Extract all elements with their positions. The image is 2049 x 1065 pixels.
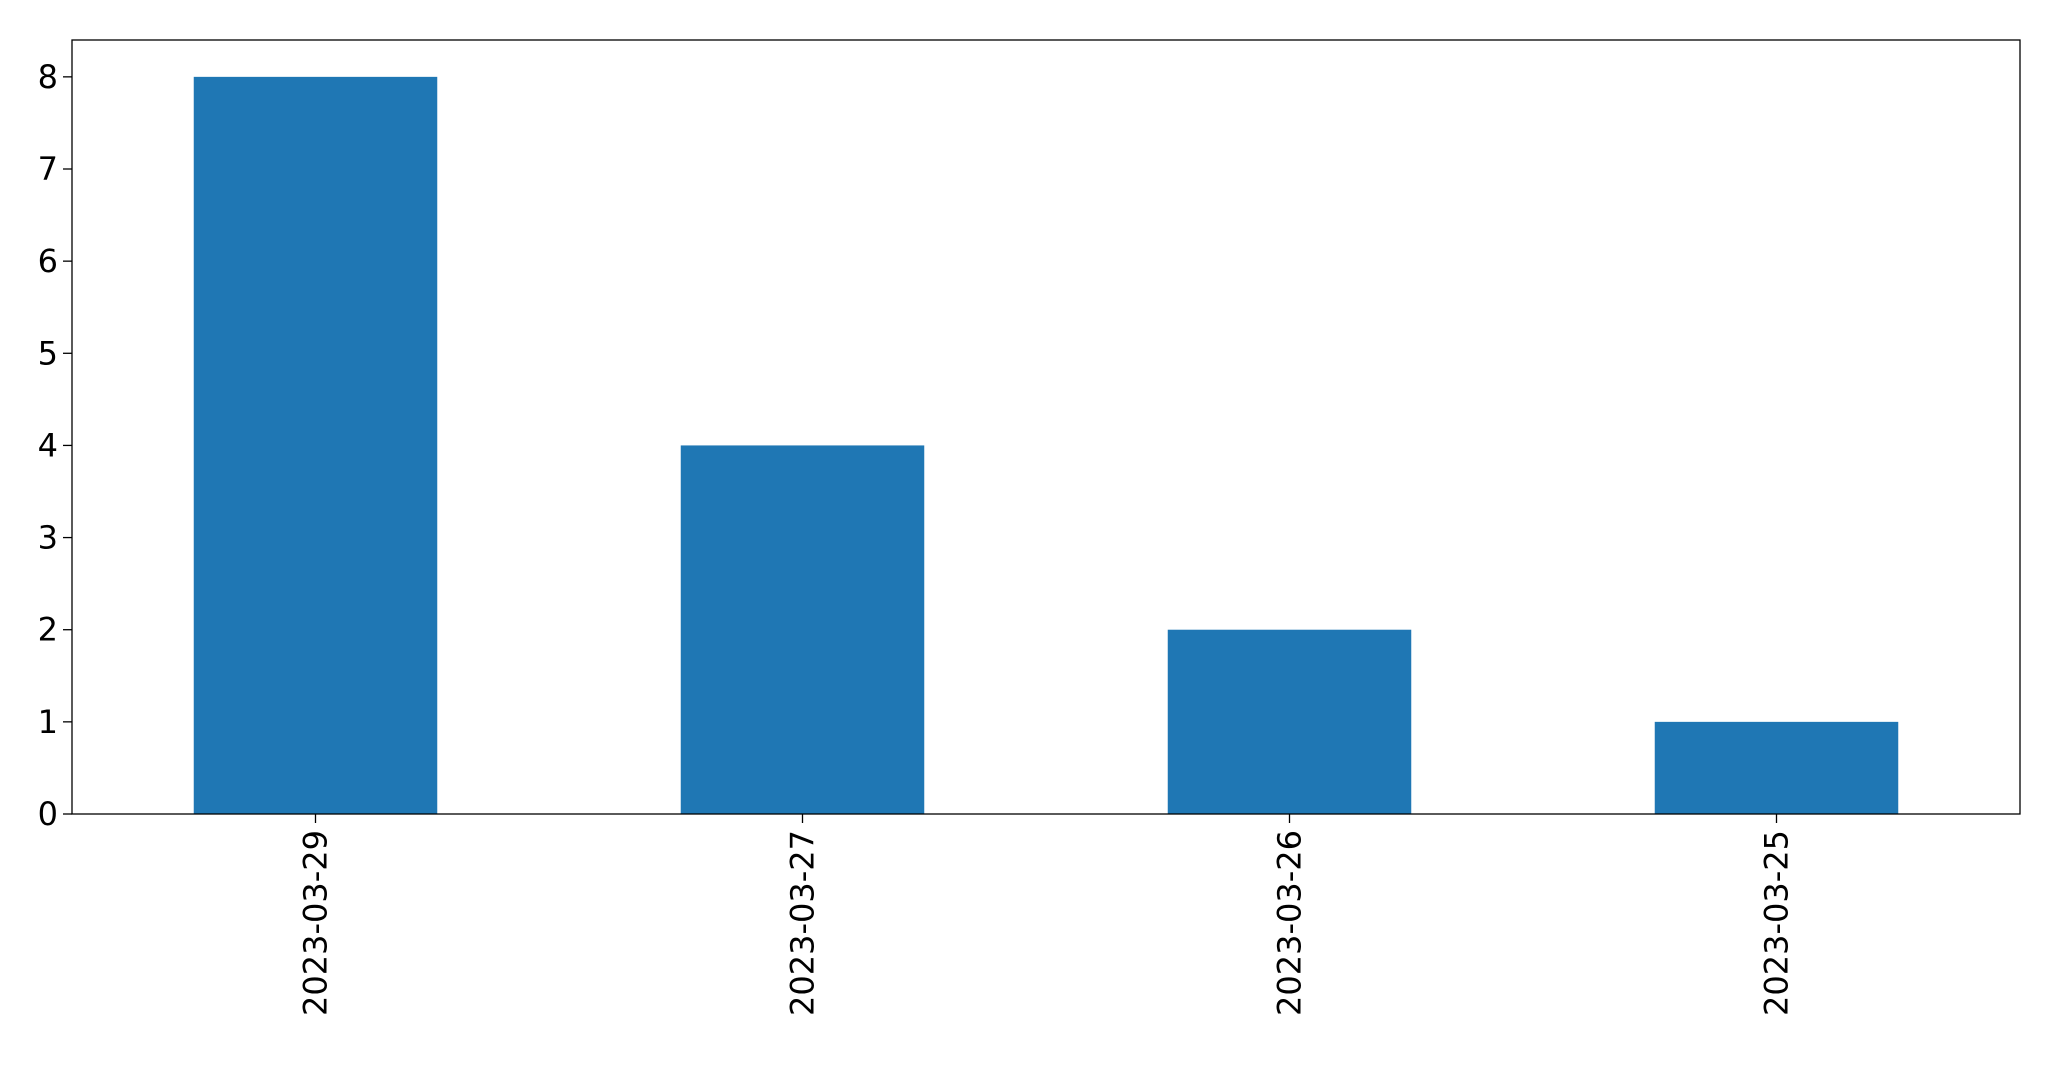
x-tick-label: 2023-03-29 <box>297 830 335 1016</box>
y-axis: 0 1 2 3 4 5 6 7 8 <box>38 58 72 833</box>
y-tick-label: 1 <box>38 703 58 741</box>
x-tick-label: 2023-03-26 <box>1271 830 1309 1016</box>
plot-frame <box>71 39 2021 815</box>
y-tick-label: 5 <box>38 334 58 372</box>
bar-2023-03-25 <box>1654 721 1899 814</box>
y-tick-label: 2 <box>38 611 58 649</box>
y-tick-label: 7 <box>38 150 58 188</box>
y-tick-label: 8 <box>38 58 58 96</box>
x-tick-label: 2023-03-25 <box>1758 830 1796 1016</box>
bars-layer <box>193 76 1899 815</box>
y-tick-label: 4 <box>38 426 58 464</box>
bar-2023-03-29 <box>193 76 438 815</box>
y-tick-label: 6 <box>38 242 58 280</box>
x-tick-label: 2023-03-27 <box>784 830 822 1016</box>
bar-2023-03-26 <box>1167 629 1412 814</box>
x-axis: 2023-03-29 2023-03-27 2023-03-26 2023-03-25 <box>297 814 1796 1016</box>
y-tick-label: 0 <box>38 795 58 833</box>
bar-2023-03-27 <box>680 445 925 814</box>
y-tick-label: 3 <box>38 519 58 557</box>
